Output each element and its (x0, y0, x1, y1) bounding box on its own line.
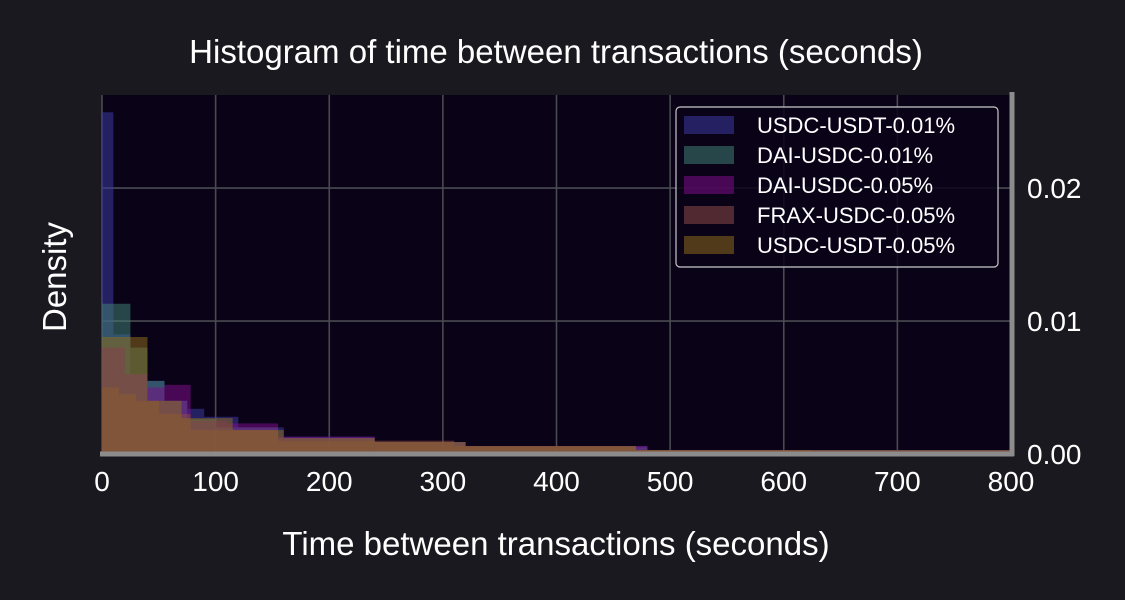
x-tick-label: 200 (306, 466, 353, 497)
x-tick-label: 300 (420, 466, 467, 497)
histogram-bar (119, 336, 148, 454)
y-tick-label: 0.02 (1027, 173, 1082, 204)
legend-frame (675, 106, 999, 268)
legend-swatch (684, 116, 734, 134)
legend-swatch (684, 146, 734, 164)
legend-label: DAI-USDC-0.05% (757, 173, 933, 198)
x-tick-label: 500 (647, 466, 694, 497)
x-tick-label: 100 (192, 466, 239, 497)
legend-item: USDC-USDT-0.01% (684, 113, 955, 138)
x-tick-label: 0 (94, 466, 110, 497)
legend-item: DAI-USDC-0.05% (684, 173, 933, 198)
legend-label: FRAX-USDC-0.05% (757, 203, 955, 228)
y-tick-label: 0.00 (1027, 439, 1082, 470)
x-tick-label: 800 (988, 466, 1035, 497)
histogram-bar (102, 336, 120, 454)
y-tick-label: 0.01 (1027, 306, 1082, 337)
legend-label: USDC-USDT-0.01% (757, 113, 955, 138)
x-axis-ticks: 0 100 200 300 400 500 600 700 800 (94, 466, 1034, 497)
y-axis-label: Density (36, 221, 73, 332)
histogram-bar (465, 446, 637, 454)
legend-swatch (684, 176, 734, 194)
legend: USDC-USDT-0.01% DAI-USDC-0.01% DAI-USDC-0.… (675, 106, 999, 268)
legend-item: USDC-USDT-0.05% (684, 233, 955, 258)
chart-title: Histogram of time between transactions (… (189, 33, 923, 70)
y-axis-ticks: 0.00 0.01 0.02 (1027, 173, 1082, 470)
x-tick-label: 600 (760, 466, 807, 497)
histogram-bar (147, 400, 182, 454)
histogram-bar (181, 418, 233, 454)
histogram-bars (102, 112, 1011, 454)
legend-swatch (684, 236, 734, 254)
x-tick-label: 700 (874, 466, 921, 497)
x-tick-label: 400 (533, 466, 580, 497)
axis-lines (100, 92, 1015, 457)
histogram-bar (283, 438, 375, 454)
legend-label: USDC-USDT-0.05% (757, 233, 955, 258)
histogram-bar (102, 112, 114, 454)
legend-label: DAI-USDC-0.01% (757, 143, 933, 168)
histogram-bar (374, 442, 466, 454)
legend-item: DAI-USDC-0.01% (684, 143, 933, 168)
legend-item: FRAX-USDC-0.05% (684, 203, 955, 228)
x-axis-label: Time between transactions (seconds) (282, 525, 829, 562)
histogram-bar (232, 430, 284, 454)
legend-swatch (684, 206, 734, 224)
